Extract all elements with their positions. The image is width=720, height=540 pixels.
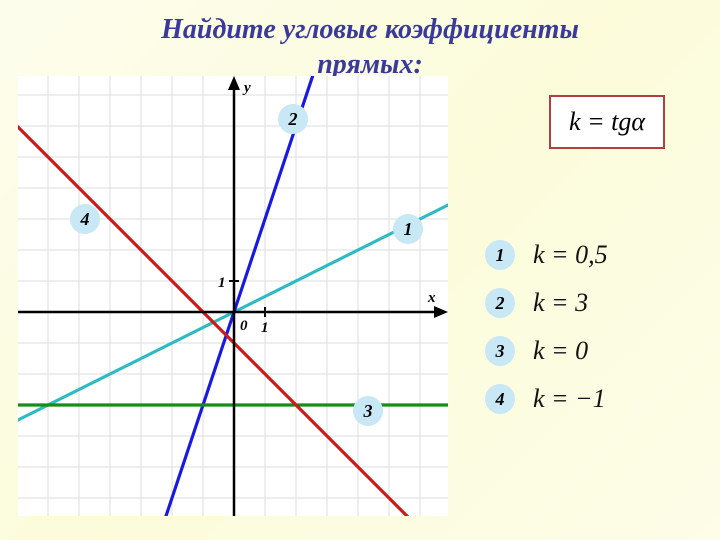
x-tick-label: 1 xyxy=(261,320,269,336)
answer-formula-2: k = 3 xyxy=(533,288,588,318)
y-axis-label: y xyxy=(242,80,251,96)
answer-formula-4: k = −1 xyxy=(533,384,606,414)
answer-row-1: 1 k = 0,5 xyxy=(485,240,705,270)
slide-title: Найдите угловые коэффициенты прямых: xyxy=(0,0,720,86)
answer-row-4: 4 k = −1 xyxy=(485,384,705,414)
title-line-1: Найдите угловые коэффициенты xyxy=(161,14,579,45)
answer-formula-3: k = 0 xyxy=(533,336,588,366)
line-badge-2: 2 xyxy=(278,104,308,134)
answer-row-3: 3 k = 0 xyxy=(485,336,705,366)
answers-list: 1 k = 0,5 2 k = 3 3 k = 0 4 k = −1 xyxy=(485,240,705,432)
chart-container: yx011 1234 xyxy=(18,76,448,516)
answer-badge-1: 1 xyxy=(485,240,515,270)
origin-label: 0 xyxy=(240,318,248,334)
x-axis-label: x xyxy=(427,290,436,306)
answer-badge-2: 2 xyxy=(485,288,515,318)
answer-badge-3: 3 xyxy=(485,336,515,366)
answer-row-2: 2 k = 3 xyxy=(485,288,705,318)
y-tick-label: 1 xyxy=(218,275,226,291)
answer-formula-1: k = 0,5 xyxy=(533,240,608,270)
line-badge-1: 1 xyxy=(393,214,423,244)
line-badge-3: 3 xyxy=(353,396,383,426)
coordinate-chart: yx011 xyxy=(18,76,448,516)
main-formula: k = tgα xyxy=(549,95,665,149)
answer-badge-4: 4 xyxy=(485,384,515,414)
line-badge-4: 4 xyxy=(70,204,100,234)
